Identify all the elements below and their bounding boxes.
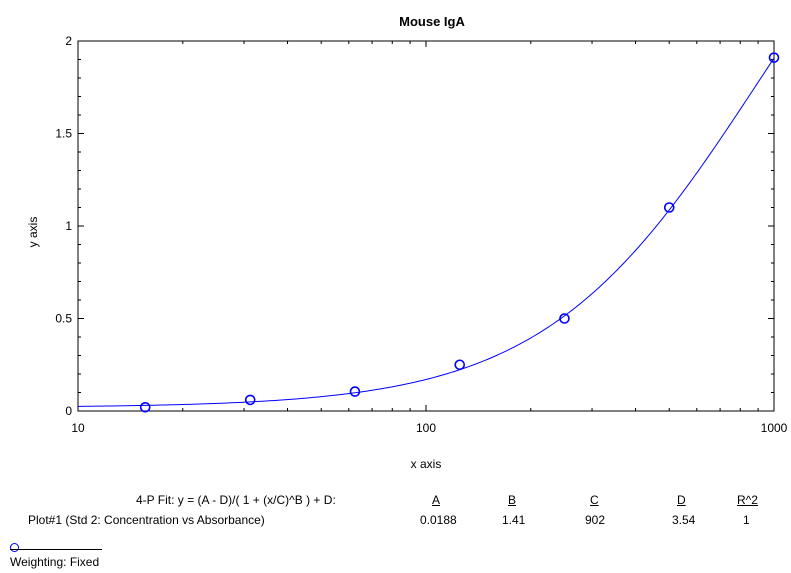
legend-series-name: Plot#1 (Std 2: Concentration vs Absorban… — [28, 513, 265, 527]
y-tick-labels: 0 0.5 1 1.5 2 — [55, 34, 72, 418]
axis-ticks — [77, 40, 775, 412]
data-point — [559, 313, 570, 324]
fit-header-r2: R^2 — [737, 493, 758, 507]
chart-title: Mouse IgA — [399, 14, 465, 29]
legend-marker-icon — [10, 543, 19, 552]
y-tick-label: 2 — [65, 34, 72, 48]
x-axis-label: x axis — [411, 457, 442, 471]
fit-value-d: 3.54 — [672, 513, 696, 527]
fit-curve — [77, 57, 775, 407]
y-axis-label: y axis — [26, 217, 40, 248]
divider — [10, 549, 102, 550]
fit-equation: 4-P Fit: y = (A - D)/( 1 + (x/C)^B ) + D… — [136, 493, 336, 507]
data-point — [139, 401, 151, 413]
x-tick-label: 100 — [416, 421, 436, 435]
x-tick-labels: 10 100 1000 — [71, 421, 787, 435]
fit-value-c: 902 — [585, 513, 606, 527]
data-point — [244, 394, 256, 406]
y-tick-label: 0 — [65, 404, 72, 418]
plot-area — [77, 40, 775, 412]
weighting-label: Weighting: Fixed — [10, 555, 100, 569]
fit-value-b: 1.41 — [502, 513, 526, 527]
y-tick-label: 0.5 — [55, 312, 72, 326]
fit-value-r2: 1 — [743, 513, 750, 527]
data-points — [139, 52, 780, 413]
x-tick-label: 1000 — [761, 421, 788, 435]
data-point — [349, 386, 361, 397]
data-point — [663, 202, 675, 213]
fit-header-d: D — [677, 493, 686, 507]
x-tick-label: 10 — [71, 421, 85, 435]
fit-header-b: B — [508, 493, 517, 507]
data-point — [454, 359, 466, 371]
y-tick-label: 1.5 — [55, 127, 72, 141]
y-tick-label: 1 — [65, 219, 72, 233]
data-point — [768, 52, 780, 63]
fit-value-a: 0.0188 — [420, 513, 457, 527]
fit-header-a: A — [432, 493, 441, 507]
fit-header-c: C — [590, 493, 599, 507]
